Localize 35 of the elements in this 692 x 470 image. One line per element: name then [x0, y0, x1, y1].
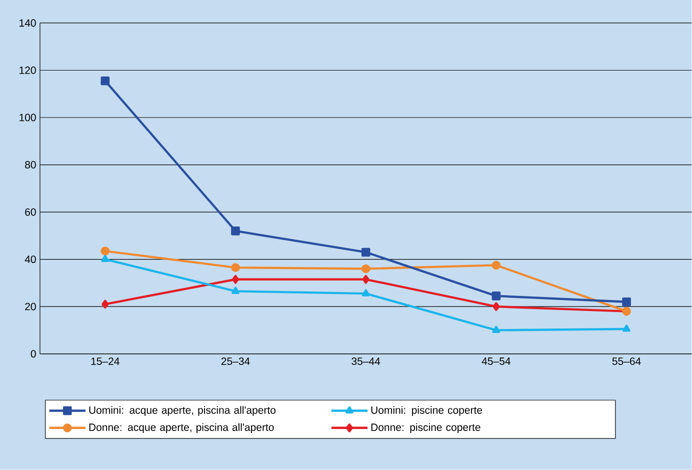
point	[102, 300, 109, 309]
point	[361, 264, 370, 274]
point	[232, 286, 240, 294]
x-tick-label: 15–24	[91, 358, 120, 366]
y-tick-label: 100	[20, 114, 36, 122]
y-tick-label: 20	[25, 302, 36, 310]
point	[361, 248, 370, 257]
x-tick-label: 35–44	[352, 358, 380, 366]
point	[362, 289, 370, 296]
x-tick-label: 45–54	[482, 358, 510, 365]
point	[100, 76, 110, 86]
point	[492, 292, 501, 300]
legend-label: Donne: acque aperte, piscina all'aperto	[89, 423, 274, 434]
point	[231, 226, 240, 236]
legend-label: Uomini: acque aperte, piscina all'aperto	[89, 406, 276, 416]
y-tick-label: 80	[25, 161, 36, 169]
legend-label: Uomini: piscine coperte	[371, 406, 482, 416]
point	[231, 263, 240, 272]
y-tick-label: 40	[24, 256, 36, 264]
x-tick-label: 25–34	[221, 358, 250, 366]
point	[232, 275, 240, 284]
point	[622, 298, 631, 306]
point	[100, 246, 110, 256]
point	[362, 275, 370, 284]
point	[492, 326, 500, 334]
y-tick-label: 0	[30, 350, 36, 358]
legend-label: Donne: piscine coperte	[371, 423, 480, 434]
point	[492, 260, 501, 270]
point	[101, 255, 110, 262]
point	[622, 324, 630, 332]
point	[492, 302, 500, 312]
y-tick-label: 120	[20, 66, 36, 74]
y-tick-label: 60	[25, 208, 36, 216]
y-tick-label: 140	[20, 19, 36, 27]
x-tick-label: 55–64	[612, 358, 641, 366]
